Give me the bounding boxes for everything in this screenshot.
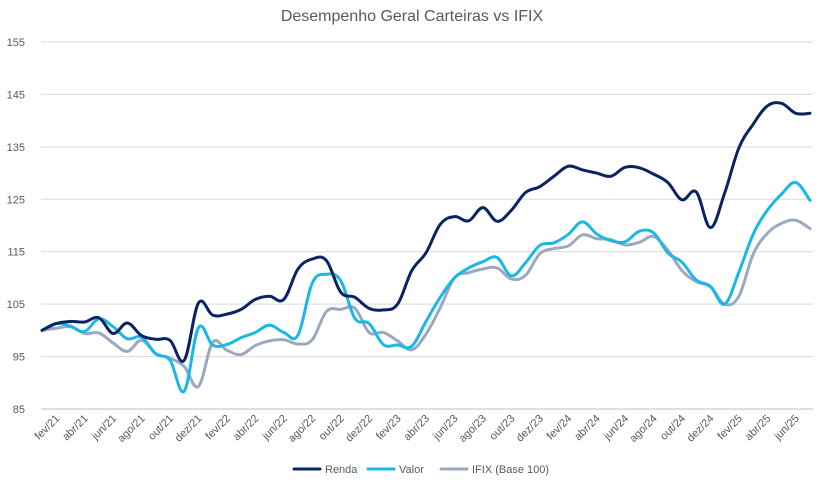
legend-item: Renda [292,464,358,476]
x-tick-label: out/23 [487,413,517,443]
legend-label: Renda [325,464,358,476]
x-axis-ticks: fev/21abr/21jun/21ago/21out/21dez/21fev/… [33,413,802,445]
x-tick-label: ago/21 [115,413,147,445]
y-tick-label: 145 [7,89,25,101]
x-tick-label: jun/21 [89,413,119,443]
x-tick-label: dez/21 [173,413,205,445]
y-tick-label: 135 [7,142,25,154]
y-tick-label: 95 [13,352,25,364]
x-tick-label: dez/24 [685,413,717,445]
series-line-ifix-base-100 [40,218,812,389]
x-tick-label: fev/21 [33,413,63,443]
x-tick-label: fev/25 [715,413,745,443]
x-tick-label: dez/23 [514,413,546,445]
x-tick-label: out/24 [658,413,688,443]
x-tick-label: dez/22 [343,413,375,445]
x-tick-label: abr/22 [231,413,262,444]
x-tick-label: jun/25 [772,413,802,443]
x-tick-label: out/22 [317,413,347,443]
legend-label: Valor [399,464,424,476]
y-tick-label: 85 [13,404,25,416]
x-tick-label: fev/22 [203,413,233,443]
legend: Renda Valor IFIX (Base 100) [292,464,549,476]
series-lines [40,101,812,394]
x-tick-label: fev/23 [374,413,404,443]
x-tick-label: jun/22 [260,413,290,443]
x-tick-label: ago/23 [457,413,489,445]
series-line-valor [40,180,812,394]
x-tick-label: ago/24 [627,413,659,445]
legend-label: IFIX (Base 100) [472,464,549,476]
x-tick-label: abr/24 [572,413,603,444]
y-axis-ticks: 85 95 105 115 125 135 145 155 [7,37,25,416]
chart-title: Desempenho Geral Carteiras vs IFIX [281,8,544,25]
y-tick-label: 125 [7,194,25,206]
x-tick-label: jun/23 [430,413,460,443]
x-tick-label: jun/24 [601,413,631,443]
legend-item: IFIX (Base 100) [439,464,549,476]
legend-item: Valor [366,464,424,476]
y-tick-label: 105 [7,299,25,311]
x-tick-label: abr/23 [402,413,433,444]
series-line-renda [40,101,812,363]
x-tick-label: ago/22 [286,413,318,445]
y-tick-label: 115 [7,247,25,259]
y-tick-label: 155 [7,37,25,49]
x-tick-label: abr/25 [743,413,774,444]
x-tick-label: out/21 [146,413,176,443]
x-tick-label: fev/24 [545,413,575,443]
x-tick-label: abr/21 [60,413,91,444]
